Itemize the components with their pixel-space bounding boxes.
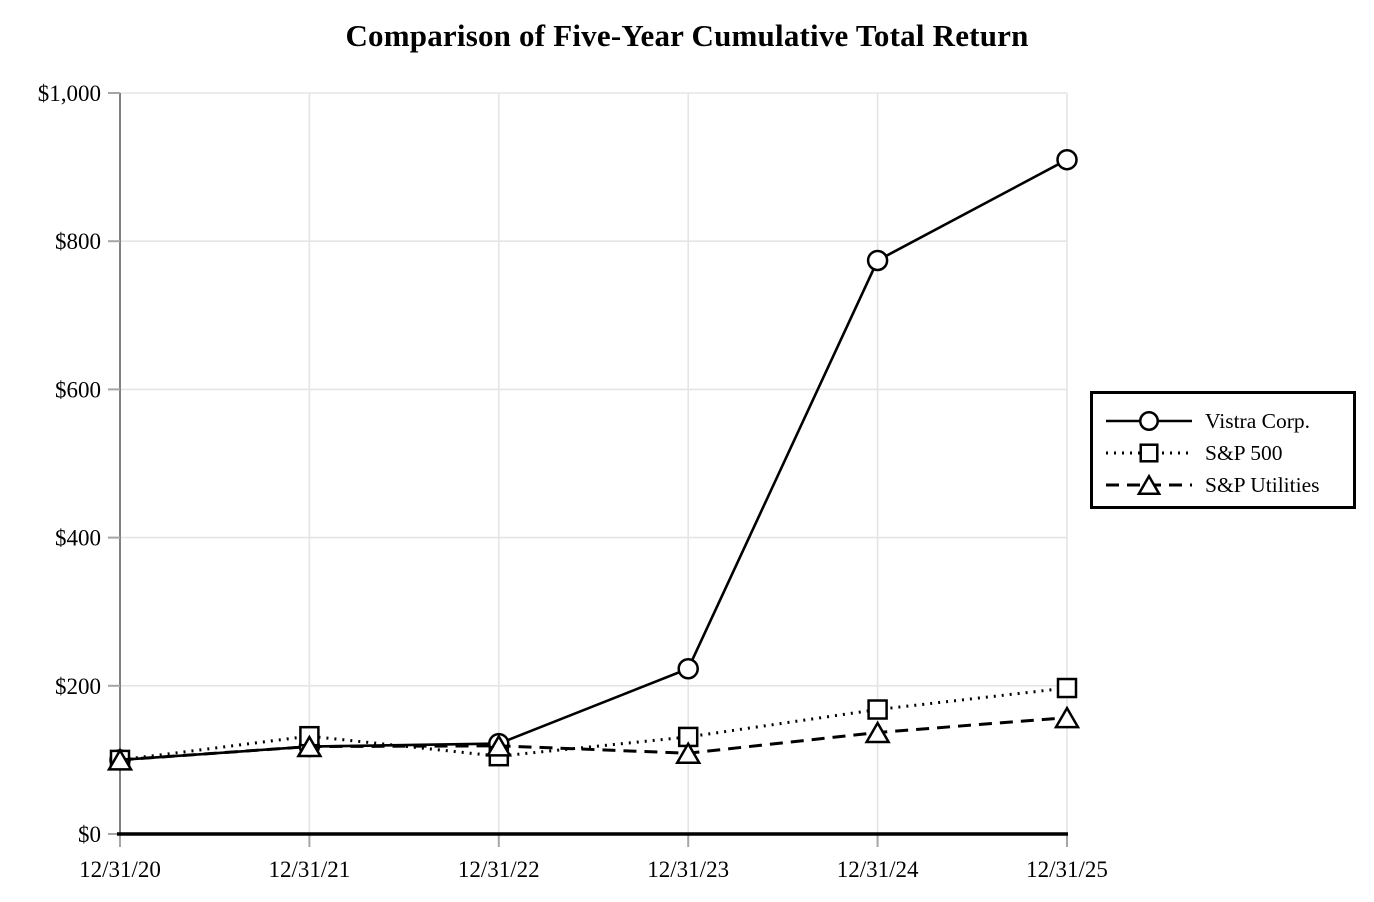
x-tick-label: 12/31/25 (1026, 857, 1108, 882)
triangle-marker (675, 741, 702, 764)
triangle-marker (1136, 473, 1162, 495)
x-tick-label: 12/31/22 (458, 857, 540, 882)
square-marker (1139, 443, 1159, 463)
triangle-marker (864, 720, 891, 744)
y-tick-label: $200 (55, 674, 101, 699)
legend: Vistra Corp. S&P 500 S&P Utilities (1090, 391, 1356, 509)
legend-dotted-square-icon (1106, 443, 1192, 463)
triangle-marker (106, 747, 134, 771)
x-tick-label: 12/31/20 (79, 857, 161, 882)
circle-marker (1139, 411, 1159, 431)
chart-title: Comparison of Five-Year Cumulative Total… (345, 18, 1029, 53)
y-tick-label: $600 (55, 377, 101, 402)
square-marker (1056, 677, 1078, 699)
y-tick-label: $0 (78, 822, 101, 847)
square-marker (867, 699, 888, 720)
legend-item: S&P 500 (1105, 437, 1353, 469)
legend-dashed-triangle-icon (1106, 473, 1192, 495)
triangle-marker (485, 733, 512, 757)
legend-item: Vistra Corp. (1105, 405, 1353, 437)
series-line-triangle (119, 716, 1068, 762)
triangle-marker (296, 734, 323, 758)
circle-marker (1056, 148, 1078, 171)
legend-item: S&P Utilities (1105, 469, 1353, 501)
y-tick-label: $1,000 (38, 81, 101, 106)
legend-solid-circle-icon (1106, 411, 1192, 431)
legend-label: S&P 500 (1205, 440, 1283, 465)
x-tick-label: 12/31/23 (647, 857, 729, 882)
series-line-circle (119, 158, 1068, 762)
circle-marker (677, 658, 699, 680)
y-tick-label: $800 (55, 229, 101, 254)
triangle-marker (1053, 705, 1081, 729)
x-tick-label: 12/31/24 (837, 857, 919, 882)
y-tick-label: $400 (55, 526, 101, 551)
legend-label: S&P Utilities (1205, 472, 1320, 497)
circle-marker (866, 249, 889, 272)
x-tick-label: 12/31/21 (269, 857, 351, 882)
legend-label: Vistra Corp. (1205, 408, 1311, 433)
